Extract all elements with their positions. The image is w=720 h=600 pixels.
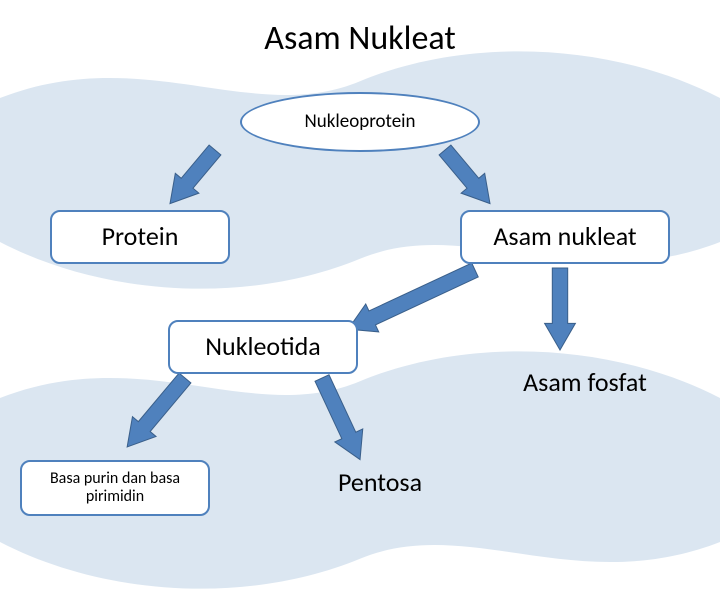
node-pentosa-label: Pentosa [338,468,422,498]
page-title: Asam Nukleat [0,18,720,59]
node-protein: Protein [50,210,230,264]
node-asam-fosfat: Asam fosfat [480,360,690,406]
node-nukleotida: Nukleotida [168,320,358,374]
node-asam-nukleat: Asam nukleat [460,210,670,264]
node-basa: Basa purin dan basapirimidin [20,460,210,516]
node-pentosa: Pentosa [300,460,460,506]
arrow-asamnukleat-to-asamfosfat [528,268,588,354]
node-nukleoprotein: Nukleoprotein [240,92,480,152]
node-asam-nukleat-label: Asam nukleat [493,222,636,252]
node-nukleotida-label: Nukleotida [205,332,320,362]
node-nukleoprotein-label: Nukleoprotein [305,111,416,133]
node-basa-label: Basa purin dan basapirimidin [50,470,180,507]
node-asam-fosfat-label: Asam fosfat [523,368,647,398]
node-protein-label: Protein [102,222,179,252]
